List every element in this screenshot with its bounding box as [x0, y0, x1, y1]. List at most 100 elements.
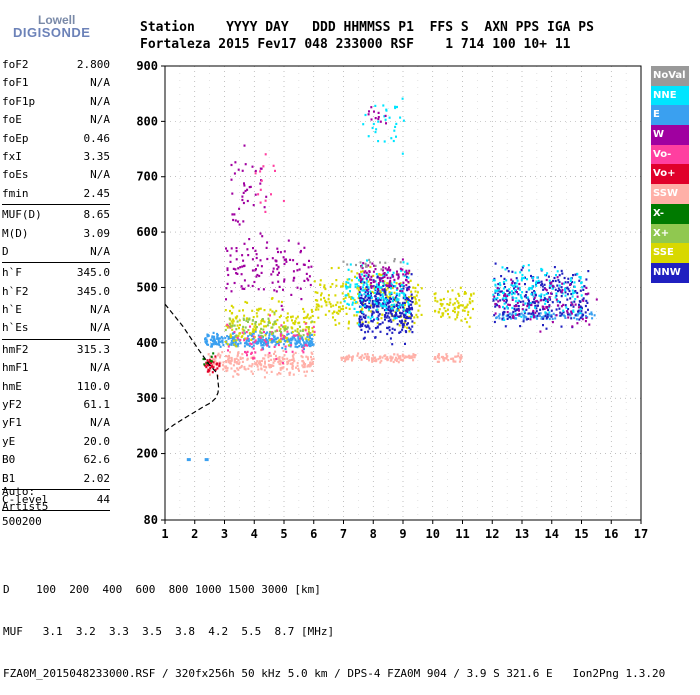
- echo-point: [385, 122, 387, 125]
- echo-point: [381, 276, 384, 280]
- echo-point: [348, 278, 351, 281]
- echo-point: [299, 343, 302, 346]
- echo-point: [229, 359, 232, 362]
- y-tick-label: 300: [136, 391, 158, 405]
- echo-point: [390, 291, 393, 294]
- echo-point: [521, 273, 524, 277]
- echo-point: [351, 357, 354, 360]
- echo-point: [556, 284, 559, 287]
- echo-point: [369, 290, 372, 293]
- echo-point: [330, 305, 333, 308]
- echo-point: [371, 302, 374, 305]
- echo-point: [207, 370, 210, 373]
- echo-point: [390, 137, 393, 140]
- echo-point: [382, 266, 385, 269]
- echo-point: [259, 336, 262, 339]
- echo-point: [564, 304, 567, 307]
- echo-point: [296, 330, 299, 333]
- echo-point: [309, 316, 312, 319]
- echo-point: [533, 290, 536, 293]
- echo-point: [215, 342, 217, 346]
- echo-point: [213, 337, 216, 340]
- echo-point: [511, 293, 513, 296]
- echo-point: [404, 303, 406, 307]
- echo-point: [402, 273, 405, 276]
- echo-point: [304, 329, 307, 332]
- echo-point: [324, 313, 327, 316]
- echo-point: [254, 269, 257, 272]
- echo-point: [284, 325, 287, 328]
- echo-point: [578, 300, 581, 303]
- echo-point: [377, 111, 380, 114]
- echo-point: [296, 262, 299, 266]
- echo-point: [459, 357, 462, 360]
- echo-point: [235, 258, 238, 261]
- echo-point: [365, 325, 368, 329]
- echo-point: [359, 261, 362, 264]
- echo-point: [244, 163, 247, 166]
- echo-point: [537, 304, 539, 307]
- echo-point: [403, 294, 406, 297]
- echo-point: [560, 314, 563, 317]
- echo-point: [456, 313, 459, 316]
- echo-point: [397, 301, 400, 304]
- param-row: h`F 345.0: [2, 264, 110, 282]
- echo-point: [212, 339, 215, 342]
- echo-point: [564, 281, 567, 284]
- echo-point: [404, 314, 407, 317]
- echo-point: [416, 316, 419, 319]
- echo-point: [384, 118, 387, 121]
- echo-point: [230, 335, 233, 338]
- echo-point: [238, 309, 241, 312]
- echo-point: [524, 283, 526, 286]
- echo-point: [551, 287, 554, 290]
- echo-point: [231, 324, 234, 327]
- echo-point: [457, 352, 460, 355]
- echo-point: [505, 314, 508, 317]
- echo-point: [316, 303, 319, 306]
- echo-point: [365, 271, 368, 274]
- echo-point: [246, 354, 248, 357]
- echo-point: [382, 281, 385, 284]
- echo-point: [289, 362, 292, 365]
- echo-point: [359, 315, 362, 318]
- echo-point: [396, 297, 399, 300]
- echo-point: [542, 324, 544, 327]
- echo-point: [461, 304, 464, 307]
- echo-point: [577, 306, 580, 309]
- echo-point: [530, 312, 533, 315]
- echo-point: [262, 328, 265, 331]
- echo-point: [296, 341, 298, 344]
- echo-point: [259, 232, 262, 235]
- echo-point: [398, 331, 401, 334]
- echo-point: [411, 308, 414, 311]
- echo-point: [325, 301, 328, 304]
- echo-point: [345, 287, 348, 290]
- echo-point: [217, 339, 220, 342]
- echo-point: [288, 372, 291, 375]
- echo-point: [350, 270, 353, 273]
- echo-point: [399, 355, 402, 358]
- echo-point: [587, 292, 590, 295]
- echo-point: [257, 309, 260, 312]
- echo-point: [264, 210, 267, 213]
- param-value: 8.65: [83, 208, 111, 222]
- echo-point: [284, 327, 287, 330]
- echo-point: [494, 312, 497, 315]
- echo-point: [585, 299, 588, 302]
- echo-point: [346, 358, 349, 361]
- echo-point: [254, 322, 257, 325]
- echo-point: [406, 299, 409, 302]
- echo-point: [292, 359, 295, 363]
- echo-point: [397, 276, 400, 279]
- echo-point: [347, 327, 350, 330]
- echo-point: [263, 325, 266, 328]
- echo-point: [221, 341, 224, 344]
- echo-point: [567, 281, 570, 284]
- echo-point: [296, 346, 299, 349]
- echo-point: [376, 300, 379, 303]
- echo-point: [372, 358, 375, 361]
- echo-point: [248, 344, 251, 348]
- echo-point: [362, 123, 365, 126]
- echo-point: [383, 140, 386, 143]
